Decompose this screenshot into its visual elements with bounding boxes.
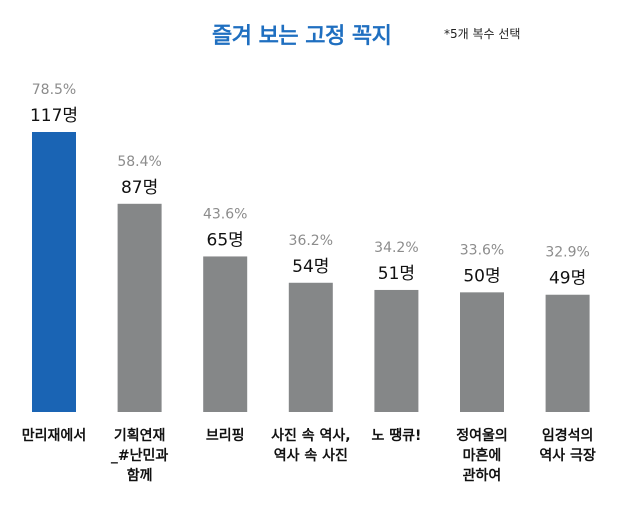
bar [117,203,162,412]
category-label: 역사 극장 [539,447,596,464]
count-label: 65명 [207,230,244,250]
category-label: 기획연재 [114,427,166,444]
count-label: 49명 [549,269,586,289]
category-label: 함께 [127,467,153,484]
category-label: 임경석의 [542,427,594,444]
bar [288,282,333,412]
category-label: 만리재에서 [22,428,86,444]
chart-header: 즐겨 보는 고정 꼭지 *5개 복수 선택 [0,0,640,56]
percent-label: 34.2% [374,240,418,256]
count-label: 117명 [30,106,78,126]
percent-label: 36.2% [289,233,333,249]
bar [460,292,504,412]
count-label: 50명 [463,266,500,286]
bar-group: 65명 43.6% 브리핑 [203,206,247,444]
category-label: 관하여 [463,467,502,484]
percent-label: 58.4% [117,154,161,170]
chart-note: *5개 복수 선택 [444,27,521,41]
percent-label: 78.5% [32,82,76,98]
percent-label: 33.6% [460,242,504,258]
bar-group: 54명 36.2% 사진 속 역사, 역사 속 사진 [271,233,350,464]
bar [374,289,419,412]
bar-group: 117명 78.5% 만리재에서 [22,82,86,444]
bar [545,294,590,412]
count-label: 54명 [292,257,329,277]
category-label: 사진 속 역사, [271,427,350,444]
bar [203,256,248,412]
chart-title: 즐겨 보는 고정 꼭지 [212,24,392,49]
bar [32,132,76,412]
category-label: 정여울의 [456,427,508,444]
category-label: 역사 속 사진 [274,447,348,464]
category-label: 마흔에 [463,447,502,464]
percent-label: 32.9% [545,245,589,261]
count-label: 51명 [378,264,415,284]
bar-group: 51명 34.2% 노 땡큐! [371,240,421,444]
category-label: _#난민과 [111,447,168,464]
category-label: 노 땡큐! [371,427,421,444]
percent-label: 43.6% [203,206,247,222]
category-label: 브리핑 [206,427,245,444]
count-label: 87명 [121,178,158,198]
